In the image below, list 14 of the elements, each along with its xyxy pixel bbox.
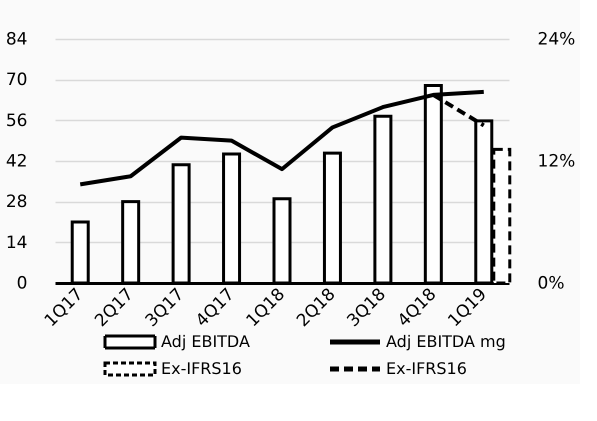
y-tick-label: 84 (6, 30, 28, 50)
legend-label: Ex-IFRS16 (386, 359, 467, 378)
legend-label: Adj EBITDA mg (386, 332, 506, 351)
y-tick-label: 70 (6, 70, 28, 90)
y-tick-label: 42 (6, 152, 28, 172)
y2-tick-label: 24% (538, 30, 576, 50)
legend-label: Adj EBITDA (161, 332, 250, 351)
legend-label: Ex-IFRS16 (161, 359, 242, 378)
y2-tick-label: 0% (538, 274, 564, 294)
y-tick-label: 14 (6, 232, 28, 253)
y-tick-label: 56 (6, 110, 28, 131)
y-tick-label: 0 (16, 274, 28, 294)
y-tick-label: 28 (6, 192, 28, 212)
y2-tick-label: 12% (538, 152, 576, 172)
